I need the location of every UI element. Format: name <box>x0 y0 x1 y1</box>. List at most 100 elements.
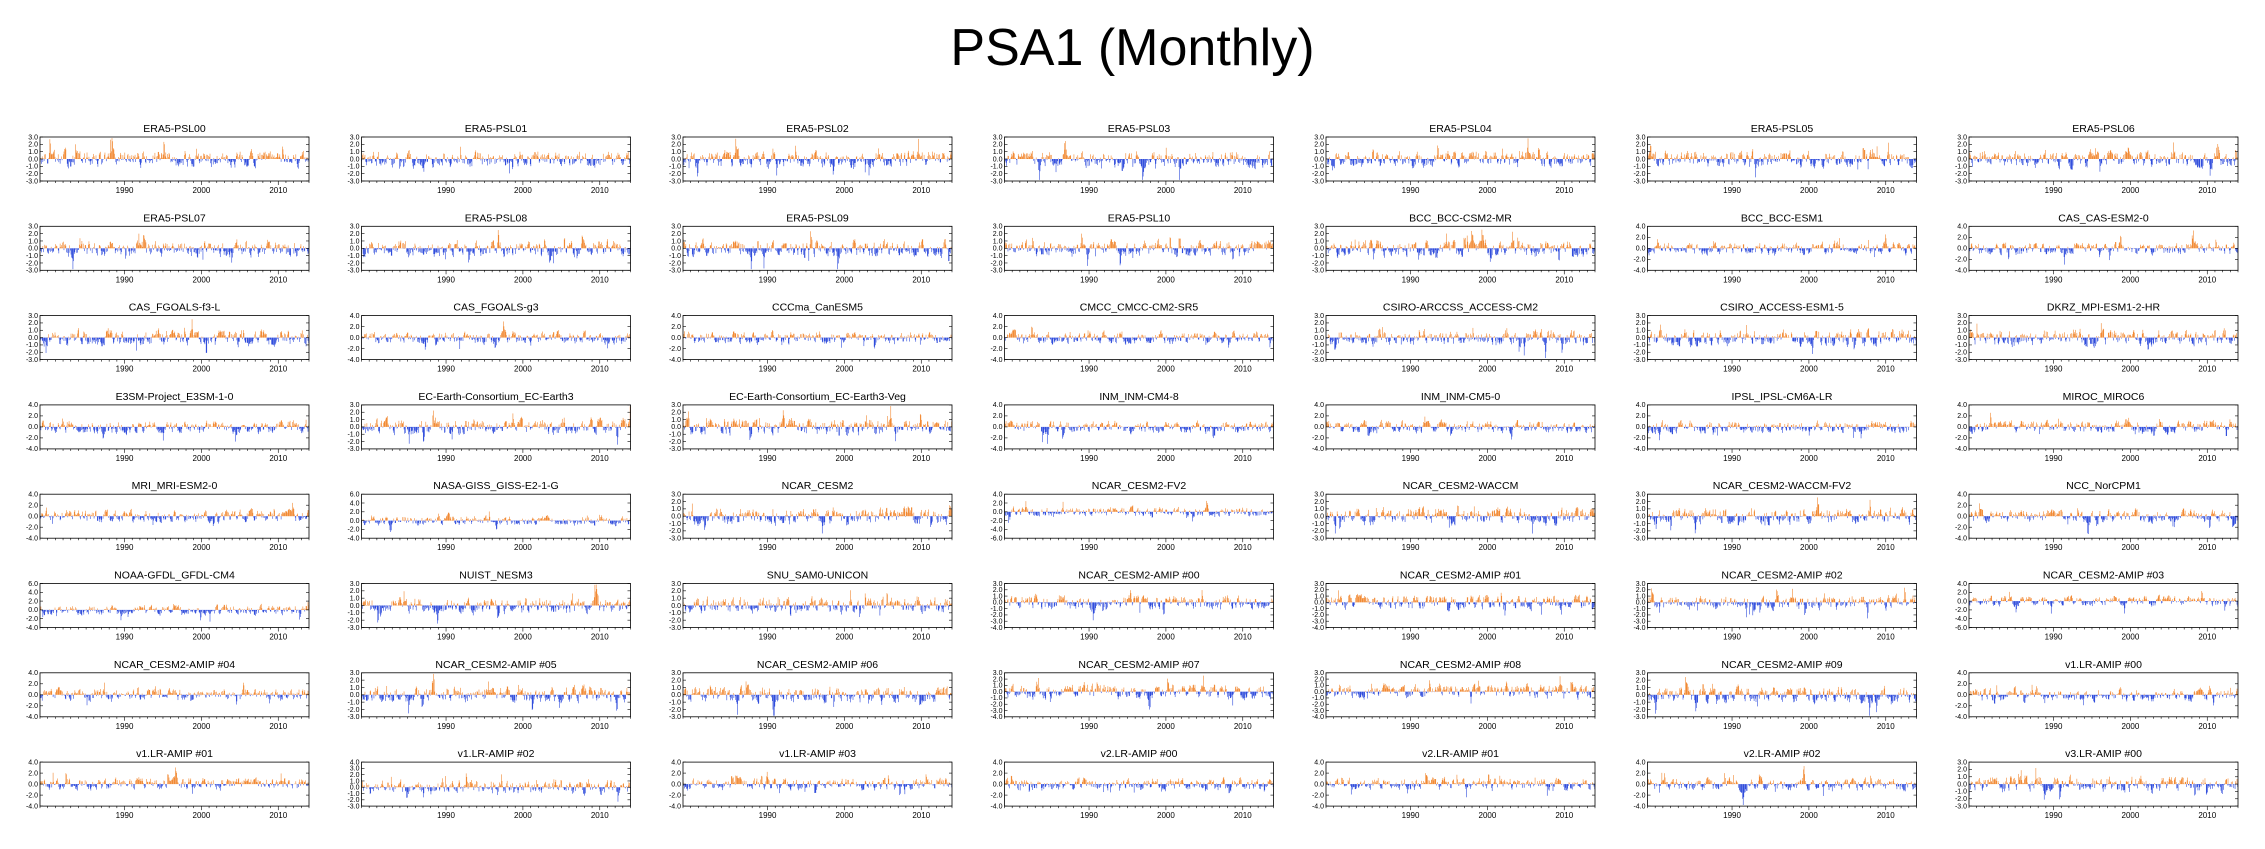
data-bar <box>1555 158 1556 159</box>
y-tick-label: 3.0 <box>28 134 38 141</box>
data-bar <box>298 159 299 169</box>
data-bar <box>561 159 562 166</box>
data-bar <box>251 151 252 159</box>
data-bar <box>905 248 906 250</box>
data-bar <box>871 159 872 164</box>
data-bar <box>1387 155 1388 159</box>
data-bar <box>1781 158 1782 159</box>
data-bar <box>887 159 888 165</box>
data-bar <box>452 155 453 159</box>
data-bar <box>1044 159 1045 163</box>
data-bar <box>1023 248 1024 249</box>
data-bar <box>302 152 303 159</box>
data-bar <box>510 159 511 161</box>
data-bar <box>938 248 939 252</box>
data-bar <box>1259 159 1260 163</box>
data-bar <box>555 248 556 251</box>
data-bar <box>754 157 755 159</box>
data-bar <box>2208 159 2209 161</box>
data-bar <box>200 156 201 159</box>
data-bar <box>1387 156 1388 159</box>
data-bar <box>364 248 365 256</box>
data-bar <box>880 159 881 161</box>
data-bar <box>593 243 594 248</box>
data-bar <box>1483 159 1484 163</box>
data-bar <box>1672 158 1673 159</box>
data-bar <box>1662 159 1663 164</box>
data-bar <box>1444 159 1445 161</box>
data-bar <box>178 248 179 249</box>
data-bar <box>301 248 302 250</box>
data-bar <box>411 248 412 249</box>
data-bar <box>878 155 879 159</box>
data-bar <box>1742 155 1743 159</box>
data-bar <box>836 248 837 251</box>
data-bar <box>706 159 707 162</box>
y-tick-label: 3.0 <box>671 134 681 141</box>
data-bar <box>801 248 802 254</box>
data-bar <box>1430 159 1431 165</box>
data-bar <box>833 159 834 175</box>
data-bar <box>1705 159 1706 162</box>
data-bar <box>530 248 531 251</box>
data-bar <box>416 248 417 250</box>
data-bar <box>1113 159 1114 160</box>
data-bar <box>627 155 628 159</box>
data-bar <box>135 159 136 162</box>
data-bar <box>612 246 613 248</box>
data-bar <box>2145 157 2146 159</box>
data-bar <box>405 241 406 248</box>
data-bar <box>1037 159 1038 160</box>
data-bar <box>151 159 152 160</box>
data-bar <box>2128 148 2129 159</box>
data-bar <box>180 244 181 248</box>
data-bar <box>1199 159 1200 164</box>
data-bar <box>1049 156 1050 159</box>
data-bar <box>1360 159 1361 160</box>
data-bar <box>543 157 544 159</box>
data-bar <box>1106 248 1107 249</box>
data-bar <box>733 242 734 248</box>
data-bar <box>373 152 374 159</box>
data-bar <box>1057 248 1058 250</box>
data-bar <box>851 159 852 168</box>
data-bar <box>1237 158 1238 159</box>
data-bar <box>1129 153 1130 159</box>
data-bar <box>1453 152 1454 159</box>
data-bar <box>1826 154 1827 159</box>
data-bar <box>1848 159 1849 160</box>
data-bar <box>384 248 385 253</box>
data-bar <box>1398 155 1399 159</box>
data-bar <box>1082 151 1083 159</box>
data-bar <box>73 156 74 159</box>
data-bar <box>807 247 808 249</box>
data-bar <box>1350 159 1351 160</box>
y-tick-label: 0.0 <box>350 156 360 163</box>
data-bar <box>1391 159 1392 160</box>
data-bar <box>299 248 300 249</box>
data-bar <box>1031 154 1032 159</box>
data-bar <box>2070 159 2071 166</box>
data-bar <box>381 248 382 250</box>
x-tick-label: 2000 <box>1157 186 1175 195</box>
data-bar <box>1056 159 1057 172</box>
data-bar <box>1712 156 1713 159</box>
data-bar <box>1138 157 1139 159</box>
data-bar <box>504 159 505 161</box>
data-bar <box>212 247 213 248</box>
data-bar <box>705 246 706 248</box>
data-bar <box>46 245 47 248</box>
data-bar <box>1427 159 1428 165</box>
data-bar <box>771 159 772 160</box>
data-bar <box>2021 159 2022 160</box>
data-bar <box>1088 248 1089 254</box>
x-tick-label: 2010 <box>1877 186 1895 195</box>
data-bar <box>929 155 930 159</box>
data-bar <box>1804 157 1805 159</box>
data-bar <box>1737 159 1738 164</box>
data-bar <box>113 148 114 159</box>
data-bar <box>1037 248 1038 256</box>
data-bar <box>1725 158 1726 159</box>
data-bar <box>300 156 301 159</box>
data-bar <box>771 155 772 159</box>
